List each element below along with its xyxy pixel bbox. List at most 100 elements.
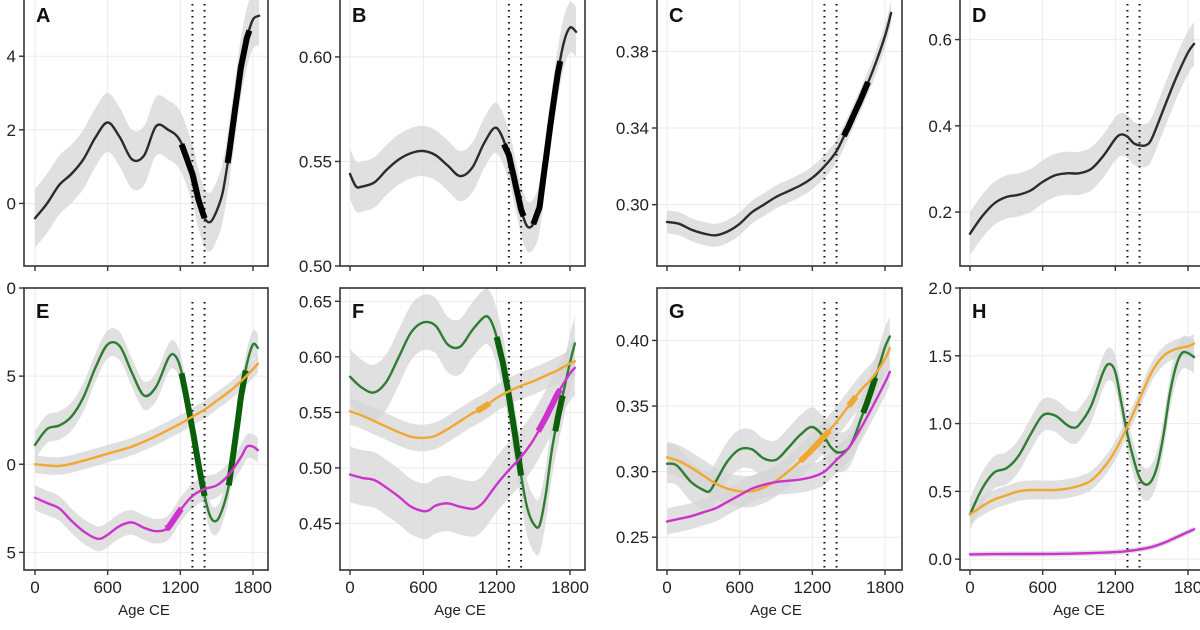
x-tick-label: 1800 — [866, 578, 904, 597]
panel-border — [959, 0, 1200, 267]
plot-area — [665, 302, 891, 570]
y-tick-label: 5 — [7, 367, 16, 386]
ribbon-orange — [35, 355, 258, 475]
y-tick-label: 0.60 — [299, 48, 332, 67]
y-tick-label: 0.34 — [616, 119, 649, 138]
series-line-orange — [348, 360, 577, 440]
y-tick-label: 0.50 — [299, 459, 332, 478]
panel-label: D — [972, 5, 986, 27]
x-tick-label: 0 — [30, 578, 39, 597]
significant-segment-C — [841, 80, 871, 138]
ribbon-D — [970, 22, 1195, 256]
x-tick-label: 1800 — [551, 578, 589, 597]
panel-border — [656, 287, 903, 571]
plot-area — [33, 302, 259, 570]
significant-segment-magenta — [535, 387, 563, 433]
plot-area — [348, 288, 577, 570]
significant-segment-green — [493, 336, 525, 477]
x-tick-label: 0 — [345, 578, 354, 597]
y-tick-label: 0.30 — [616, 463, 649, 482]
y-tick-label: 0 — [7, 194, 16, 213]
series-line-orange — [33, 362, 259, 468]
series-line-orange — [665, 347, 891, 493]
panel-border — [339, 287, 586, 571]
panel-D: 0.2 0.4 0.6 D — [928, 0, 1200, 271]
ribbon-green — [350, 288, 575, 556]
x-tick-label: 1800 — [234, 578, 272, 597]
panel-label: B — [352, 5, 366, 27]
series-line-orange — [968, 342, 1196, 516]
significant-segment-green — [552, 395, 566, 432]
significant-segment-magenta — [164, 506, 184, 532]
x-axis-label: Age CE — [1053, 602, 1105, 619]
y-tick-label: 0.55 — [299, 403, 332, 422]
x-axis-label: Age CE — [118, 602, 170, 619]
y-tick-label: 0.55 — [299, 152, 332, 171]
panel-label: G — [669, 301, 685, 323]
plot-area — [968, 4, 1196, 266]
ribbon-A — [35, 0, 260, 252]
series-line-magenta — [968, 528, 1196, 556]
significant-segment-A — [224, 29, 253, 164]
x-tick-label: 1200 — [1096, 578, 1134, 597]
significant-segment-B — [530, 60, 564, 226]
panel-label: C — [669, 5, 683, 27]
panel-C: 0.30 0.34 0.38 C — [616, 0, 903, 271]
y-tick-label: 0.0 — [928, 550, 952, 569]
panel-A: 0 2 4 A — [7, 0, 269, 271]
y-tick-label: 1.5 — [928, 347, 952, 366]
panel-border — [23, 287, 269, 571]
x-tick-label: 0 — [965, 578, 974, 597]
x-tick-label: 1200 — [161, 578, 199, 597]
panel-G: 0 600 1200 1800 0.25 0.30 0.35 0.40 G Age CE — [616, 287, 904, 619]
significant-segment-orange — [475, 400, 492, 414]
panel-border — [339, 0, 586, 267]
plot-area — [665, 1, 893, 266]
significant-segment-green — [860, 376, 879, 414]
y-tick-label: 5 — [7, 543, 16, 562]
panel-B: 0.50 0.55 0.60 B — [299, 0, 586, 276]
y-tick-label: 0.2 — [928, 203, 952, 222]
plot-area — [33, 0, 261, 266]
panel-label: E — [36, 301, 49, 323]
y-tick-label: 0.60 — [299, 348, 332, 367]
gridlines — [960, 288, 1200, 570]
panel-border — [23, 0, 269, 267]
y-tick-label: 0.50 — [299, 257, 332, 276]
y-tick-label: 0.5 — [928, 482, 952, 501]
y-tick-label: 0.35 — [616, 397, 649, 416]
y-tick-label: 0.4 — [928, 117, 952, 136]
x-tick-label: 600 — [93, 578, 121, 597]
ribbon-green — [970, 335, 1195, 531]
y-tick-label: 0.38 — [616, 42, 649, 61]
x-axis-label: Age CE — [434, 602, 486, 619]
x-tick-label: 600 — [725, 578, 753, 597]
y-tick-label: 0.6 — [928, 31, 952, 50]
series-line-D — [968, 42, 1196, 235]
y-tick-label: 0 — [7, 279, 16, 298]
y-tick-label: 0 — [7, 455, 16, 474]
significant-segment-A — [178, 143, 208, 220]
x-tick-label: 0 — [662, 578, 671, 597]
y-tick-label: 4 — [7, 47, 16, 66]
panel-border — [959, 287, 1200, 571]
panel-label: A — [36, 5, 50, 27]
y-tick-label: 0.25 — [616, 528, 649, 547]
panel-label: H — [972, 301, 986, 323]
panel-F: 0 600 1200 1800 0.45 0.50 0.55 0.60 0.65 F Age CE — [299, 287, 589, 619]
panel-label: F — [352, 301, 364, 323]
y-tick-label: 0.30 — [616, 196, 649, 215]
significant-segment-green — [178, 372, 208, 497]
significant-segment-orange — [846, 394, 859, 409]
series-line-magenta — [33, 444, 259, 541]
y-tick-label: 1.0 — [928, 415, 952, 434]
significant-segment-B — [501, 143, 527, 218]
series-line-magenta — [665, 370, 891, 523]
x-tick-label: 600 — [1028, 578, 1056, 597]
x-tick-label: 180 — [1174, 578, 1200, 597]
y-tick-label: 2.0 — [928, 279, 952, 298]
y-tick-label: 0.45 — [299, 514, 332, 533]
x-tick-label: 600 — [409, 578, 437, 597]
